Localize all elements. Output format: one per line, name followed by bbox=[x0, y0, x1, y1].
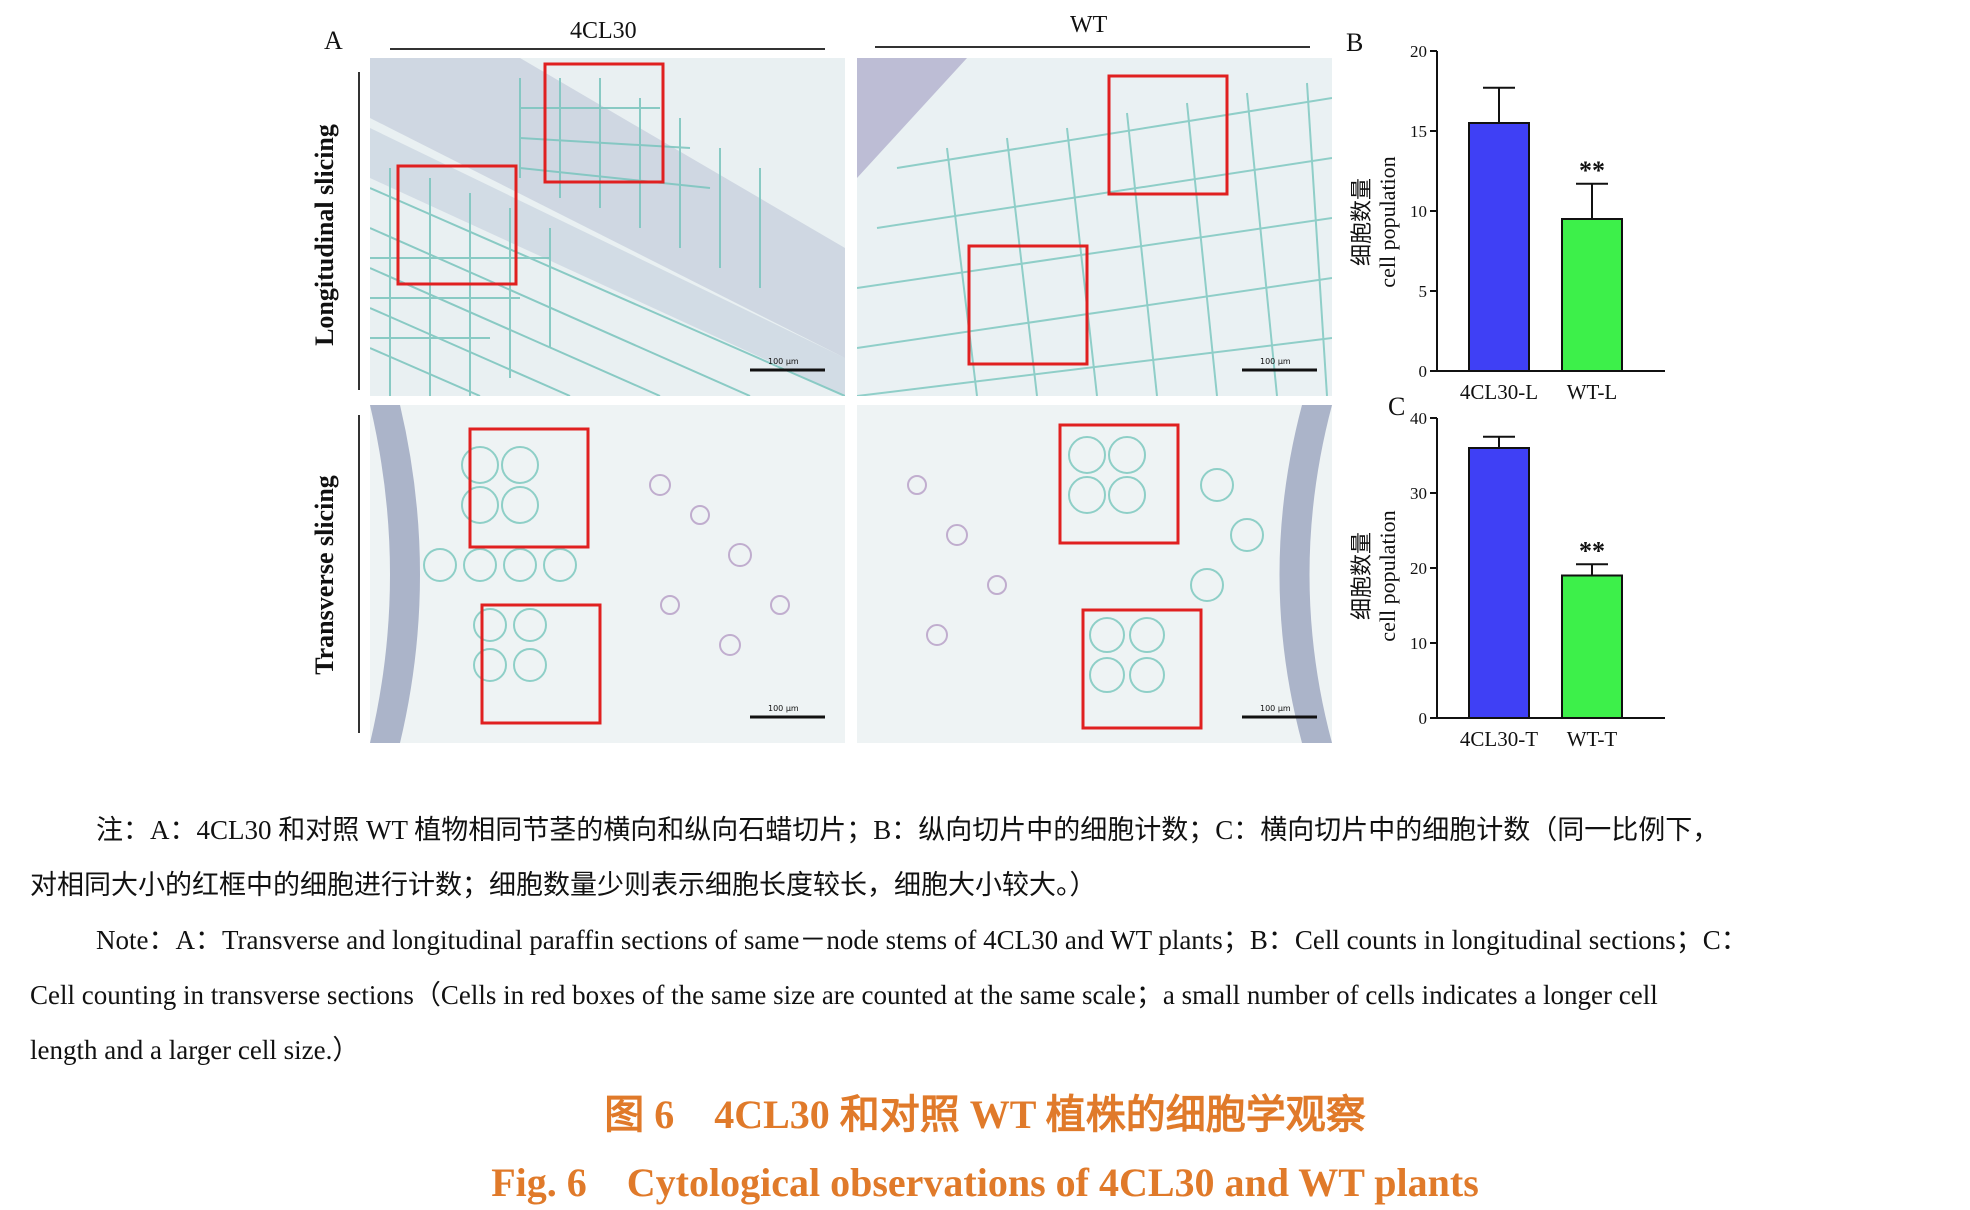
y-tick-label: 30 bbox=[1410, 484, 1427, 503]
micrograph-4cl30-transverse-drawing: 100 μm bbox=[370, 405, 845, 743]
y-tick-label: 0 bbox=[1419, 362, 1428, 381]
note-en-line-1: Note：A：Transverse and longitudinal paraf… bbox=[96, 925, 1748, 955]
row-label-longitudinal: Longitudinal slicing bbox=[310, 124, 339, 346]
panel-a-label: A bbox=[324, 26, 343, 55]
caption-en: Fig. 6 Cytological observations of 4CL30… bbox=[491, 1160, 1479, 1205]
chart-c: 0 10 20 30 40 4CL30-T ** WT-T bbox=[1410, 409, 1665, 751]
column-line-wt bbox=[875, 46, 1310, 48]
y-tick-label: 10 bbox=[1410, 634, 1427, 653]
scale-bar-label: 100 μm bbox=[1260, 704, 1291, 713]
micrograph-wt-longitudinal-drawing: 100 μm bbox=[857, 58, 1332, 396]
note-cn-line-2: 对相同大小的红框中的细胞进行计数；细胞数量少则表示细胞长度较长，细胞大小较大。） bbox=[30, 870, 1097, 900]
bar-4cl30-t bbox=[1468, 447, 1530, 719]
y-tick-label: 5 bbox=[1419, 282, 1428, 301]
panel-c-label: C bbox=[1388, 392, 1406, 421]
category-label: WT-T bbox=[1567, 727, 1618, 751]
chart-b-ylabel-cn: 细胞数量 bbox=[1349, 178, 1374, 267]
chart-c-ylabel-cn: 细胞数量 bbox=[1349, 532, 1374, 621]
bar-wt-t bbox=[1561, 574, 1623, 719]
note-en-line-2: Cell counting in transverse sections（Cel… bbox=[30, 980, 1658, 1010]
column-label-4cl30: 4CL30 bbox=[570, 18, 637, 44]
row-line-longitudinal bbox=[358, 72, 360, 390]
significance-mark: ** bbox=[1579, 156, 1605, 185]
scale-bar-label: 100 μm bbox=[768, 704, 799, 713]
bar-wt-l bbox=[1561, 218, 1623, 372]
y-tick-label: 0 bbox=[1419, 709, 1428, 728]
category-label: WT-L bbox=[1567, 380, 1618, 404]
scale-bar-label: 100 μm bbox=[768, 357, 799, 366]
micrograph-4cl30-longitudinal: 100 μm bbox=[370, 58, 845, 396]
micrograph-4cl30-transverse: 100 μm bbox=[370, 405, 845, 743]
note-cn-line-1: 注：A：4CL30 和对照 WT 植物相同节茎的横向和纵向石蜡切片；B：纵向切片… bbox=[96, 815, 1720, 845]
column-label-wt: WT bbox=[1070, 12, 1108, 38]
significance-mark: ** bbox=[1579, 536, 1605, 565]
note-en-line-3: length and a larger cell size.） bbox=[30, 1035, 360, 1065]
micrograph-wt-transverse-drawing: 100 μm bbox=[857, 405, 1332, 743]
y-tick-label: 20 bbox=[1410, 559, 1427, 578]
column-line-4cl30 bbox=[390, 48, 825, 50]
scale-bar-label: 100 μm bbox=[1260, 357, 1291, 366]
caption-cn: 图 6 4CL30 和对照 WT 植株的细胞学观察 bbox=[604, 1092, 1366, 1137]
micrograph-wt-transverse: 100 μm bbox=[857, 405, 1332, 743]
row-label-transverse: Transverse slicing bbox=[310, 475, 339, 675]
y-tick-label: 20 bbox=[1410, 42, 1427, 61]
category-label: 4CL30-L bbox=[1460, 380, 1538, 404]
bar-4cl30-l bbox=[1468, 122, 1530, 372]
y-tick-label: 10 bbox=[1410, 202, 1427, 221]
y-tick-label: 15 bbox=[1410, 122, 1427, 141]
category-label: 4CL30-T bbox=[1460, 727, 1538, 751]
micrograph-4cl30-longitudinal-drawing: 100 μm bbox=[370, 58, 845, 396]
y-tick-label: 40 bbox=[1410, 409, 1427, 428]
row-line-transverse bbox=[358, 415, 360, 733]
panel-b-label: B bbox=[1346, 28, 1364, 57]
micrograph-wt-longitudinal: 100 μm bbox=[857, 58, 1332, 396]
chart-b: 0 5 10 15 20 4CL30-L ** WT-L bbox=[1410, 42, 1665, 404]
